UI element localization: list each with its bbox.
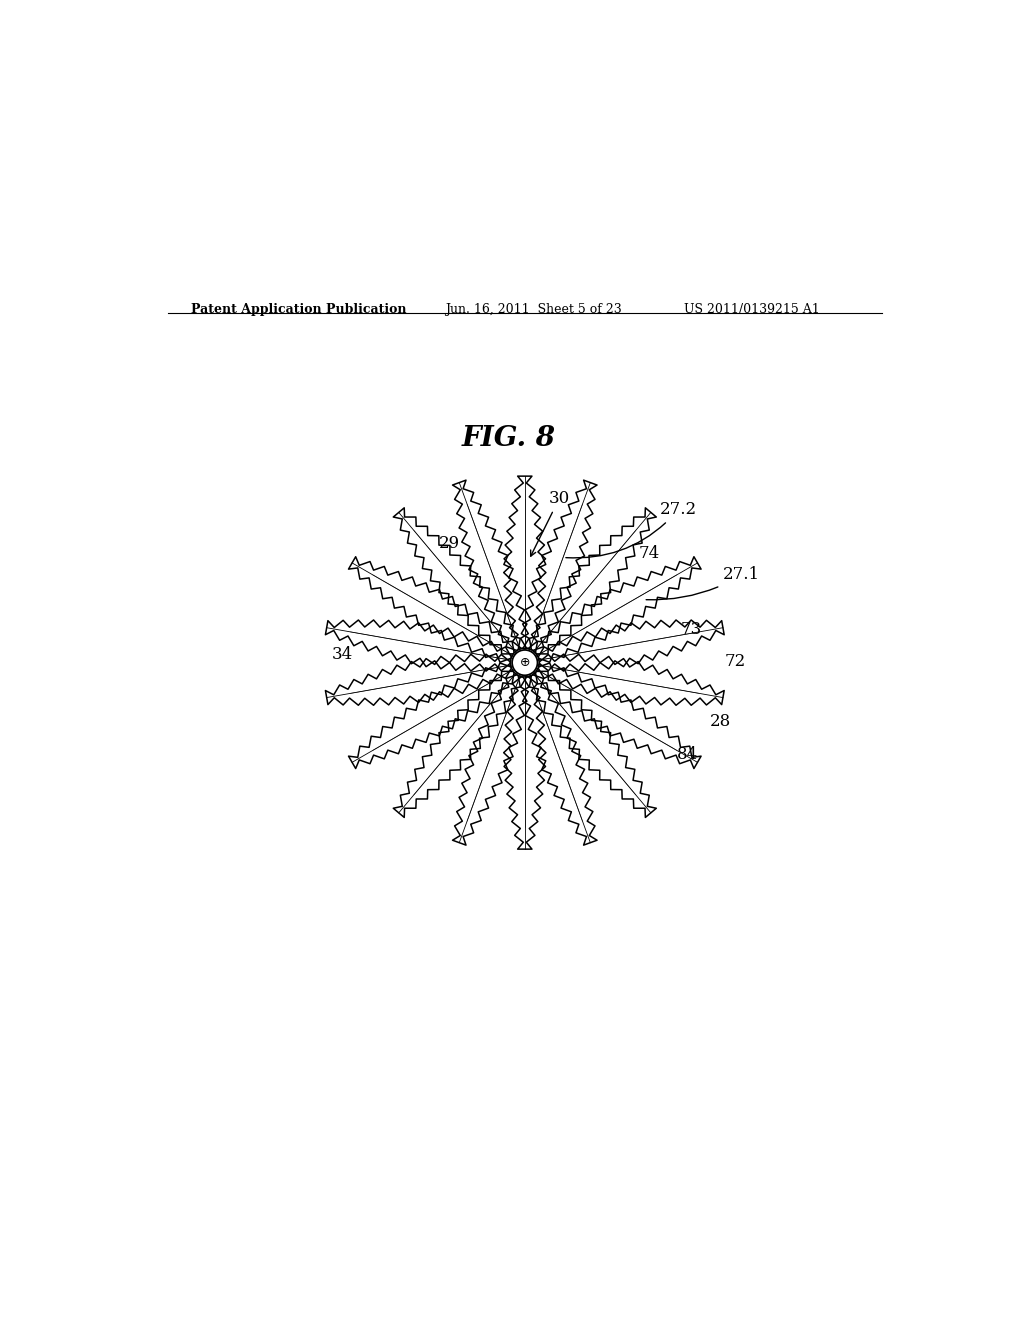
Text: 27.2: 27.2	[566, 502, 697, 558]
Text: 84: 84	[677, 746, 698, 763]
Text: Jun. 16, 2011  Sheet 5 of 23: Jun. 16, 2011 Sheet 5 of 23	[445, 304, 623, 315]
Text: ⊕: ⊕	[519, 656, 530, 669]
Text: FIG. 8: FIG. 8	[461, 425, 555, 451]
Text: 34: 34	[332, 647, 352, 663]
Text: 74: 74	[638, 545, 659, 562]
Circle shape	[512, 649, 538, 676]
Text: 29: 29	[438, 535, 460, 552]
Text: 72: 72	[725, 652, 745, 669]
Text: 28: 28	[710, 713, 731, 730]
Text: Patent Application Publication: Patent Application Publication	[191, 304, 407, 315]
Text: 30: 30	[530, 490, 570, 556]
Text: 27.1: 27.1	[646, 566, 761, 599]
Text: US 2011/0139215 A1: US 2011/0139215 A1	[684, 304, 819, 315]
Text: 73: 73	[681, 620, 702, 638]
